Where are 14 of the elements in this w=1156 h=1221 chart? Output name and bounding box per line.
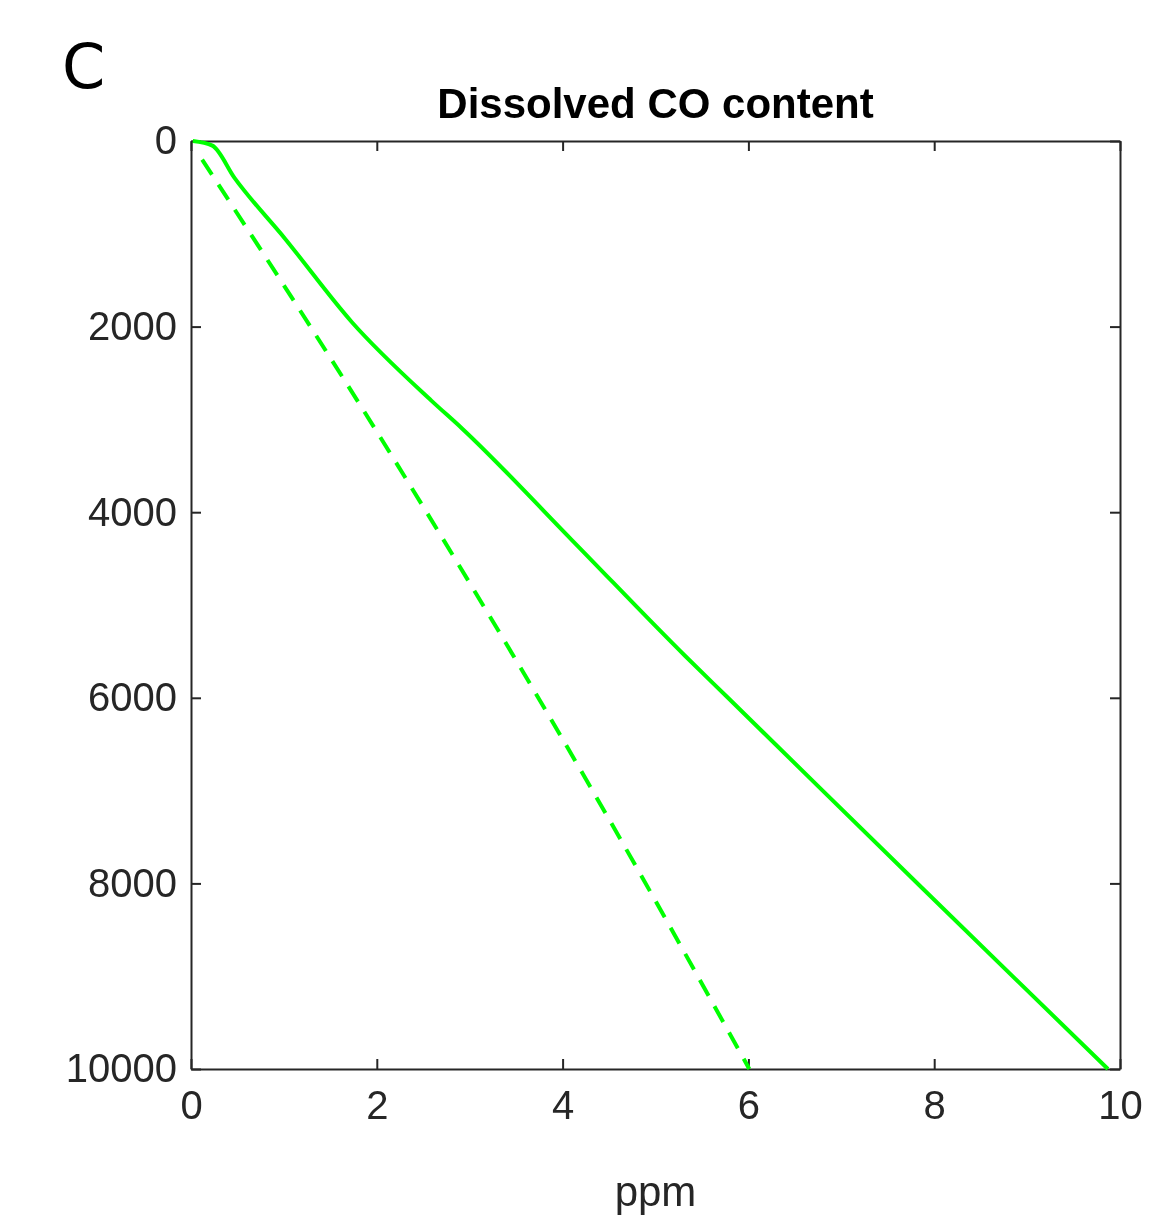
x-tick-label: 4 (551, 1083, 575, 1128)
text: C (62, 30, 106, 103)
y-tick-label: 6000 (88, 675, 177, 720)
y-tick-label: 10000 (65, 1046, 177, 1091)
x-tick-label: 6 (737, 1083, 761, 1128)
x-tick-label: 2 (366, 1083, 389, 1128)
chart-title: Dissolved CO content (437, 80, 874, 127)
y-tick-label: 8000 (88, 860, 177, 905)
y-tick-label: 2000 (88, 303, 177, 348)
y-tick-label: 4000 (88, 489, 177, 534)
x-tick-label: 8 (923, 1083, 946, 1128)
y-tick-label: 0 (154, 118, 177, 163)
x-axis-title: ppm (614, 1168, 697, 1215)
x-tick-label: 10 (1098, 1083, 1143, 1128)
